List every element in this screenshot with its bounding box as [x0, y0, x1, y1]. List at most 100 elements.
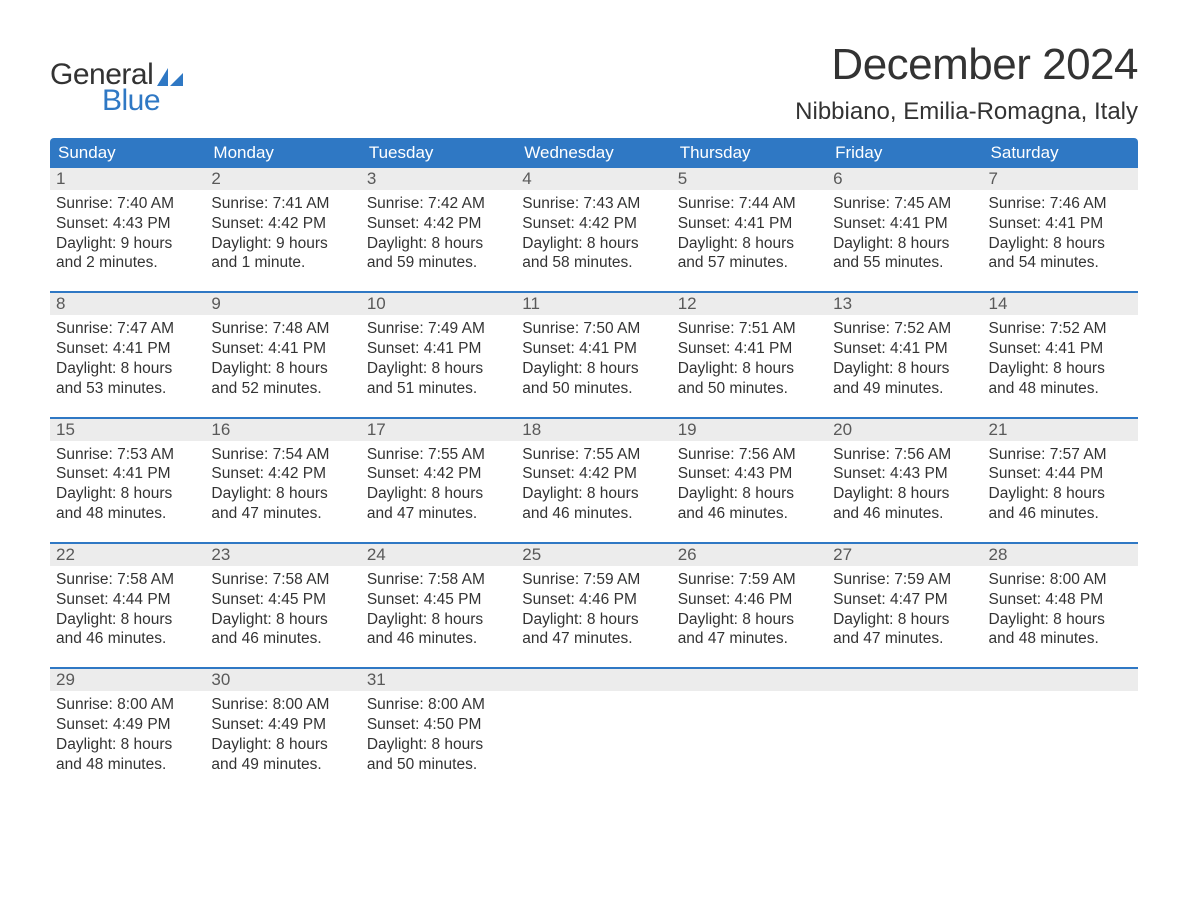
daylight-line2: and 53 minutes.	[56, 379, 199, 399]
daylight-line2: and 46 minutes.	[56, 629, 199, 649]
daylight-line1: Daylight: 8 hours	[56, 484, 199, 504]
day-content: Sunrise: 7:49 AMSunset: 4:41 PMDaylight:…	[361, 315, 516, 398]
daylight-line1: Daylight: 8 hours	[678, 484, 821, 504]
day-content: Sunrise: 7:47 AMSunset: 4:41 PMDaylight:…	[50, 315, 205, 398]
daylight-line2: and 47 minutes.	[211, 504, 354, 524]
sunset-text: Sunset: 4:41 PM	[989, 214, 1132, 234]
header-row: General Blue December 2024 Nibbiano, Emi…	[50, 40, 1138, 126]
logo-text-blue: Blue	[102, 84, 183, 118]
day-content: Sunrise: 7:58 AMSunset: 4:44 PMDaylight:…	[50, 566, 205, 649]
day-content: Sunrise: 7:46 AMSunset: 4:41 PMDaylight:…	[983, 190, 1138, 273]
day-cell: 11Sunrise: 7:50 AMSunset: 4:41 PMDayligh…	[516, 293, 671, 416]
day-number: 22	[50, 544, 205, 566]
day-cell	[827, 669, 982, 792]
day-cell: 28Sunrise: 8:00 AMSunset: 4:48 PMDayligh…	[983, 544, 1138, 667]
daylight-line2: and 51 minutes.	[367, 379, 510, 399]
sunset-text: Sunset: 4:41 PM	[833, 339, 976, 359]
day-content: Sunrise: 8:00 AMSunset: 4:49 PMDaylight:…	[205, 691, 360, 774]
day-number: 26	[672, 544, 827, 566]
sunset-text: Sunset: 4:41 PM	[833, 214, 976, 234]
day-number: 27	[827, 544, 982, 566]
daylight-line2: and 46 minutes.	[678, 504, 821, 524]
sunrise-text: Sunrise: 7:50 AM	[522, 319, 665, 339]
daylight-line2: and 46 minutes.	[989, 504, 1132, 524]
day-cell: 24Sunrise: 7:58 AMSunset: 4:45 PMDayligh…	[361, 544, 516, 667]
weekday-header: Monday	[205, 138, 360, 168]
daylight-line1: Daylight: 9 hours	[56, 234, 199, 254]
daylight-line2: and 47 minutes.	[522, 629, 665, 649]
day-cell	[672, 669, 827, 792]
daylight-line2: and 49 minutes.	[833, 379, 976, 399]
day-content: Sunrise: 7:54 AMSunset: 4:42 PMDaylight:…	[205, 441, 360, 524]
day-content: Sunrise: 7:59 AMSunset: 4:46 PMDaylight:…	[516, 566, 671, 649]
day-number: 3	[361, 168, 516, 190]
daylight-line2: and 49 minutes.	[211, 755, 354, 775]
day-number: 6	[827, 168, 982, 190]
sunrise-text: Sunrise: 7:59 AM	[678, 570, 821, 590]
day-content: Sunrise: 7:58 AMSunset: 4:45 PMDaylight:…	[205, 566, 360, 649]
sunrise-text: Sunrise: 7:46 AM	[989, 194, 1132, 214]
day-cell: 16Sunrise: 7:54 AMSunset: 4:42 PMDayligh…	[205, 419, 360, 542]
sunset-text: Sunset: 4:47 PM	[833, 590, 976, 610]
day-content: Sunrise: 7:59 AMSunset: 4:47 PMDaylight:…	[827, 566, 982, 649]
daylight-line1: Daylight: 8 hours	[833, 484, 976, 504]
day-content: Sunrise: 7:52 AMSunset: 4:41 PMDaylight:…	[827, 315, 982, 398]
sunset-text: Sunset: 4:42 PM	[367, 214, 510, 234]
daylight-line1: Daylight: 8 hours	[522, 234, 665, 254]
day-content: Sunrise: 7:43 AMSunset: 4:42 PMDaylight:…	[516, 190, 671, 273]
day-cell: 8Sunrise: 7:47 AMSunset: 4:41 PMDaylight…	[50, 293, 205, 416]
day-number-empty	[516, 669, 671, 691]
day-number-empty	[672, 669, 827, 691]
daylight-line2: and 48 minutes.	[989, 379, 1132, 399]
sunset-text: Sunset: 4:45 PM	[367, 590, 510, 610]
day-number: 1	[50, 168, 205, 190]
sunrise-text: Sunrise: 8:00 AM	[56, 695, 199, 715]
day-number: 16	[205, 419, 360, 441]
day-content: Sunrise: 7:56 AMSunset: 4:43 PMDaylight:…	[672, 441, 827, 524]
week-row: 1Sunrise: 7:40 AMSunset: 4:43 PMDaylight…	[50, 168, 1138, 291]
sunset-text: Sunset: 4:43 PM	[833, 464, 976, 484]
day-cell: 21Sunrise: 7:57 AMSunset: 4:44 PMDayligh…	[983, 419, 1138, 542]
daylight-line1: Daylight: 8 hours	[989, 234, 1132, 254]
sunrise-text: Sunrise: 7:43 AM	[522, 194, 665, 214]
daylight-line1: Daylight: 8 hours	[678, 610, 821, 630]
sunset-text: Sunset: 4:46 PM	[678, 590, 821, 610]
sunset-text: Sunset: 4:41 PM	[211, 339, 354, 359]
day-number: 13	[827, 293, 982, 315]
sunrise-text: Sunrise: 7:58 AM	[211, 570, 354, 590]
day-number: 28	[983, 544, 1138, 566]
daylight-line1: Daylight: 8 hours	[989, 359, 1132, 379]
daylight-line2: and 59 minutes.	[367, 253, 510, 273]
daylight-line1: Daylight: 8 hours	[56, 610, 199, 630]
daylight-line1: Daylight: 8 hours	[367, 359, 510, 379]
daylight-line1: Daylight: 8 hours	[833, 610, 976, 630]
day-cell: 1Sunrise: 7:40 AMSunset: 4:43 PMDaylight…	[50, 168, 205, 291]
sunset-text: Sunset: 4:43 PM	[678, 464, 821, 484]
day-number: 19	[672, 419, 827, 441]
daylight-line1: Daylight: 8 hours	[367, 610, 510, 630]
daylight-line1: Daylight: 9 hours	[211, 234, 354, 254]
day-cell: 22Sunrise: 7:58 AMSunset: 4:44 PMDayligh…	[50, 544, 205, 667]
daylight-line1: Daylight: 8 hours	[367, 484, 510, 504]
sunrise-text: Sunrise: 7:41 AM	[211, 194, 354, 214]
day-content: Sunrise: 7:59 AMSunset: 4:46 PMDaylight:…	[672, 566, 827, 649]
day-content: Sunrise: 7:44 AMSunset: 4:41 PMDaylight:…	[672, 190, 827, 273]
daylight-line2: and 46 minutes.	[367, 629, 510, 649]
day-cell: 4Sunrise: 7:43 AMSunset: 4:42 PMDaylight…	[516, 168, 671, 291]
week-row: 8Sunrise: 7:47 AMSunset: 4:41 PMDaylight…	[50, 291, 1138, 416]
calendar-page: General Blue December 2024 Nibbiano, Emi…	[0, 0, 1188, 833]
daylight-line2: and 47 minutes.	[833, 629, 976, 649]
day-cell: 30Sunrise: 8:00 AMSunset: 4:49 PMDayligh…	[205, 669, 360, 792]
day-number: 7	[983, 168, 1138, 190]
day-number-empty	[827, 669, 982, 691]
sunrise-text: Sunrise: 7:54 AM	[211, 445, 354, 465]
sunset-text: Sunset: 4:42 PM	[522, 214, 665, 234]
daylight-line1: Daylight: 8 hours	[211, 610, 354, 630]
day-cell: 26Sunrise: 7:59 AMSunset: 4:46 PMDayligh…	[672, 544, 827, 667]
sunrise-text: Sunrise: 8:00 AM	[989, 570, 1132, 590]
daylight-line1: Daylight: 8 hours	[989, 610, 1132, 630]
day-cell: 23Sunrise: 7:58 AMSunset: 4:45 PMDayligh…	[205, 544, 360, 667]
daylight-line1: Daylight: 8 hours	[367, 234, 510, 254]
day-content: Sunrise: 7:51 AMSunset: 4:41 PMDaylight:…	[672, 315, 827, 398]
day-cell: 19Sunrise: 7:56 AMSunset: 4:43 PMDayligh…	[672, 419, 827, 542]
